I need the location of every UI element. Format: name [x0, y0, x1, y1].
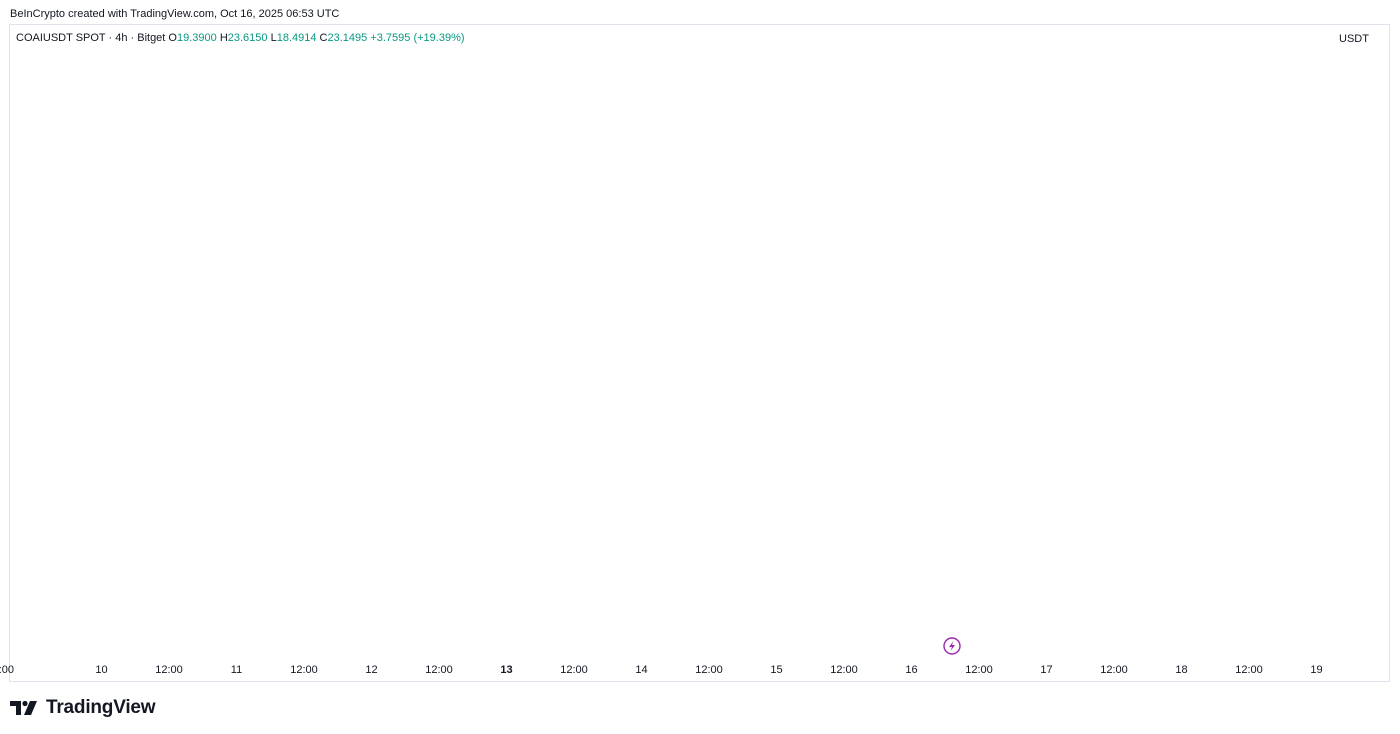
high-label: H	[219, 32, 228, 44]
chart-caption: BeInCrypto created with TradingView.com,…	[10, 8, 340, 20]
x-axis-tick-label: 16	[905, 664, 917, 676]
tradingview-logo[interactable]: TradingView	[10, 697, 156, 719]
x-axis-tick-label: 12:00	[0, 664, 14, 676]
x-axis-tick-label: 10	[95, 664, 107, 676]
x-axis-tick-label: 12:00	[560, 664, 588, 676]
high-value: 23.6150	[227, 32, 268, 44]
change-value: +3.7595 (+19.39%)	[370, 32, 465, 44]
low-value: 18.4914	[276, 32, 317, 44]
x-axis-tick-label: 14	[635, 664, 647, 676]
chart-frame	[9, 24, 1390, 682]
plot-area: 1 (47.6527)0.786 (38.6071)0.618 (31.5058…	[943, 637, 961, 655]
tradingview-wordmark: TradingView	[46, 697, 156, 718]
x-axis-tick-label: 12:00	[830, 664, 858, 676]
x-axis-tick-label: 12:00	[425, 664, 453, 676]
x-axis-tick-label: 17	[1040, 664, 1052, 676]
open-value: 19.3900	[176, 32, 217, 44]
symbol-name: COAIUSDT SPOT · 4h · Bitget	[16, 32, 166, 44]
x-axis-tick-label: 12	[365, 664, 377, 676]
x-axis-tick-label: 11	[231, 664, 242, 676]
x-axis-tick-label: 12:00	[1235, 664, 1263, 676]
symbol-legend: COAIUSDT SPOT · 4h · Bitget O19.3900 H23…	[16, 32, 465, 44]
x-axis-tick-label: 12:00	[155, 664, 183, 676]
close-label: C	[319, 32, 328, 44]
low-label: L	[270, 32, 277, 44]
x-axis-tick-label: 15	[770, 664, 782, 676]
x-axis-tick-label: 19	[1310, 664, 1322, 676]
lightning-glyph	[949, 641, 955, 651]
x-axis-tick-label: 18	[1175, 664, 1187, 676]
y-axis-unit: USDT	[1339, 33, 1369, 45]
open-label: O	[168, 32, 177, 44]
x-axis-tick-label: 12:00	[290, 664, 318, 676]
tradingview-logo-icon	[10, 700, 37, 715]
x-axis-tick-label: 12:00	[965, 664, 993, 676]
x-axis-tick-label: 13	[500, 664, 512, 676]
x-axis-tick-label: 12:00	[1100, 664, 1128, 676]
close-value: 23.1495	[327, 32, 368, 44]
x-axis-tick-label: 12:00	[695, 664, 723, 676]
